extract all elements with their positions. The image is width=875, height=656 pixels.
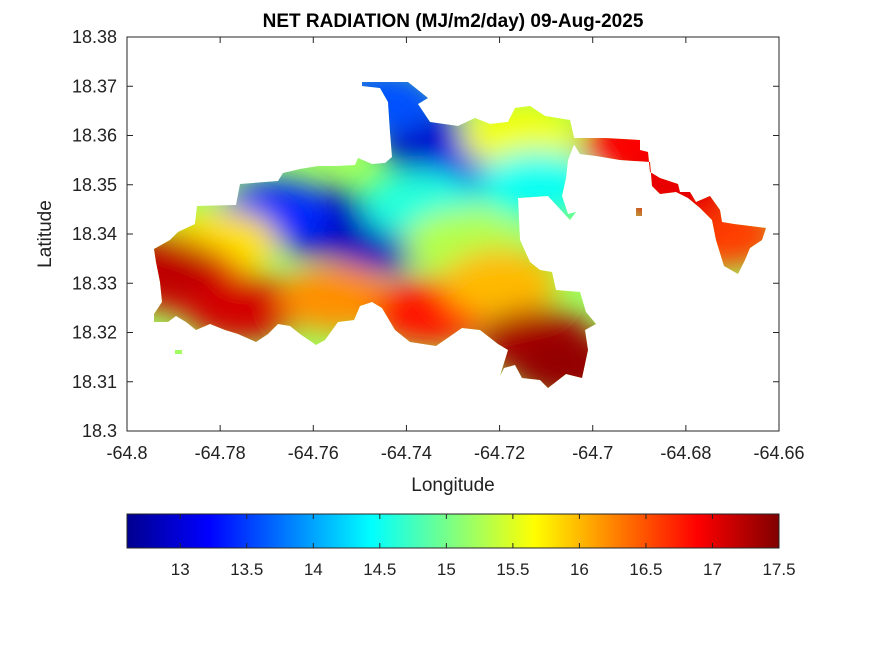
colorbar-ticks: 13 13.5 14 14.5 15 15.5 16 16.5 17 17.5 [171, 514, 796, 579]
field-point-18 [154, 234, 218, 303]
x-tick-label: -64.7 [572, 443, 613, 463]
y-tick-label: 18.34 [72, 224, 117, 244]
x-axis-label: Longitude [411, 475, 494, 496]
field-point-12 [185, 273, 302, 342]
y-tick-label: 18.38 [72, 27, 117, 47]
colorbar-tick-label: 17 [703, 560, 722, 579]
y-axis: 18.3 18.31 18.32 18.33 18.34 18.35 18.36 18.37 1… [72, 27, 779, 441]
y-tick-label: 18.36 [72, 126, 117, 146]
y-tick-label: 18.31 [72, 372, 117, 392]
y-axis-label: Latitude [35, 200, 56, 268]
x-tick-label: -64.74 [381, 443, 432, 463]
x-tick-label: -64.68 [660, 443, 711, 463]
x-tick-label: -64.78 [195, 443, 246, 463]
y-tick-label: 18.32 [72, 323, 117, 343]
x-tick-label: -64.72 [474, 443, 525, 463]
colorbar-tick-label: 14 [304, 560, 323, 579]
map-title: NET RADIATION (MJ/m2/day) 09-Aug-2025 [263, 11, 644, 32]
y-tick-label: 18.3 [82, 421, 117, 441]
colorbar [126, 513, 780, 549]
x-tick-label: -64.66 [753, 443, 804, 463]
colorbar-tick-label: 17.5 [762, 560, 795, 579]
field-point-15 [441, 249, 558, 318]
y-tick-label: 18.37 [72, 76, 117, 96]
x-tick-label: -64.76 [288, 443, 339, 463]
colorbar-tick-label: 14.5 [363, 560, 396, 579]
x-axis: -64.8 -64.78 -64.76 -64.74 -64.72 -64.7 -64.68… [106, 37, 805, 463]
x-tick-label: -64.8 [106, 443, 147, 463]
colorbar-tick-label: 16 [570, 560, 589, 579]
colorbar-tick-label: 13 [171, 560, 190, 579]
colorbar-tick-label: 16.5 [629, 560, 662, 579]
colorbar-tick-label: 13.5 [230, 560, 263, 579]
y-tick-label: 18.33 [72, 273, 117, 293]
y-tick-label: 18.35 [72, 175, 117, 195]
colorbar-tick-label: 15 [437, 560, 456, 579]
colorbar-tick-label: 15.5 [496, 560, 529, 579]
